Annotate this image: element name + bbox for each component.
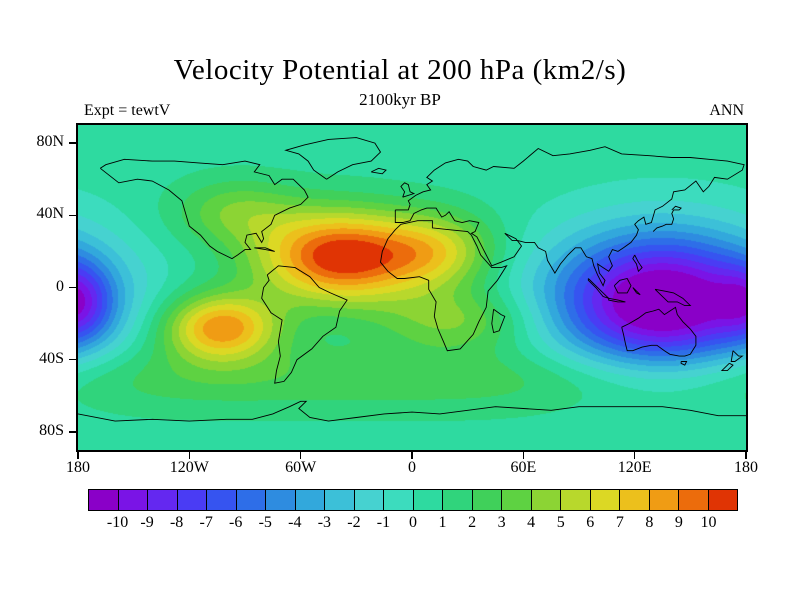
colorbar: [88, 489, 738, 511]
coastline: [380, 220, 508, 352]
coastline: [371, 167, 387, 175]
colorbar-cell: [590, 490, 620, 510]
coastline: [254, 247, 275, 252]
colorbar-tick-label: -9: [140, 514, 154, 531]
y-tick-label: 80S: [39, 421, 64, 439]
colorbar-tick-label: 4: [527, 514, 536, 531]
colorbar-cell: [89, 490, 119, 510]
colorbar-cell: [207, 490, 237, 510]
coastline: [100, 158, 309, 260]
chart-title: Velocity Potential at 200 hPa (km2/s): [173, 54, 627, 86]
coastline: [632, 287, 641, 296]
x-tick-mark: [411, 452, 413, 459]
coastline: [680, 361, 688, 366]
x-tick-label: 180: [66, 459, 90, 476]
season-label: ANN: [709, 102, 744, 119]
y-tick-label: 40S: [39, 349, 64, 367]
coastline: [261, 265, 348, 384]
colorbar-cell: [679, 490, 709, 510]
colorbar-tick-label: 1: [438, 514, 447, 531]
coastline: [608, 297, 626, 303]
colorbar-cell: [148, 490, 178, 510]
contour-fill-canvas: [78, 125, 746, 450]
colorbar-tick-label: 10: [700, 514, 717, 531]
x-tick-label: 0: [408, 459, 416, 476]
colorbar-cell: [325, 490, 355, 510]
y-tick-mark: [69, 358, 76, 361]
colorbar-cell: [502, 490, 532, 510]
colorbar-tick-label: -3: [317, 514, 332, 531]
x-tick-mark: [188, 452, 191, 459]
colorbar-tick-label: 8: [645, 514, 654, 531]
coastline: [730, 350, 744, 362]
y-tick-mark: [69, 142, 76, 144]
colorbar-cell: [118, 490, 148, 510]
colorbar-tick-label: -7: [199, 514, 213, 531]
x-tick-label: 180: [734, 459, 758, 476]
colorbar-tick-label: 7: [615, 514, 624, 531]
colorbar-cell: [177, 490, 207, 510]
colorbar-cell: [413, 490, 443, 510]
coastline: [621, 306, 697, 357]
y-tick-label: 40N: [36, 205, 64, 223]
colorbar-cell: [266, 490, 296, 510]
colorbar-tick-label: 0: [409, 514, 417, 531]
colorbar-cell: [620, 490, 650, 510]
colorbar-tick-label: -2: [347, 514, 361, 531]
x-tick-label: 60W: [285, 459, 317, 476]
y-tick-mark: [69, 286, 76, 289]
colorbar-tick-label: -5: [258, 514, 272, 531]
colorbar-cell: [561, 490, 591, 510]
colorbar-tick-label: 2: [468, 514, 477, 531]
coastline: [613, 277, 632, 294]
x-tick-mark: [299, 452, 302, 459]
colorbar-cell: [472, 490, 502, 510]
coastline: [632, 254, 643, 273]
coastline: [720, 362, 734, 372]
x-tick-mark: [745, 452, 747, 459]
colorbar-tick-label: 6: [586, 514, 595, 531]
coastline: [491, 308, 506, 334]
y-tick-label: 0: [56, 277, 64, 295]
colorbar-cell: [236, 490, 266, 510]
coastline: [284, 137, 382, 180]
colorbar-tick-label: 5: [556, 514, 565, 531]
colorbar-tick-label: 3: [497, 514, 506, 531]
colorbar-tick-label: 9: [674, 514, 683, 531]
coastline-overlay: [78, 137, 746, 422]
colorbar-tick-label: -8: [169, 514, 184, 531]
colorbar-tick-label: -4: [288, 514, 302, 531]
x-tick-mark: [522, 452, 525, 459]
colorbar-cell: [384, 490, 414, 510]
y-tick-label: 80N: [36, 133, 64, 151]
colorbar-tick-label: -6: [229, 514, 243, 531]
coastline: [587, 278, 610, 299]
x-tick-mark: [633, 452, 636, 459]
coastline: [78, 400, 746, 422]
x-tick-mark: [77, 452, 79, 459]
x-tick-label: 120W: [169, 459, 209, 476]
experiment-label: Expt = tewtV: [84, 102, 171, 119]
coastline: [394, 146, 745, 287]
colorbar-cell: [443, 490, 473, 510]
colorbar-tick-label: -1: [376, 514, 391, 531]
colorbar-cell: [354, 490, 384, 510]
coastline: [654, 288, 692, 307]
map-plot: [76, 123, 748, 452]
x-tick-label: 60E: [510, 459, 537, 476]
chart-subtitle: 2100kyr BP: [359, 90, 441, 109]
colorbar-cell: [708, 490, 737, 510]
coastline: [400, 182, 416, 198]
colorbar-cell: [649, 490, 679, 510]
y-tick-mark: [69, 214, 76, 217]
colorbar-tick-label: -10: [106, 514, 129, 531]
y-tick-mark: [69, 431, 76, 433]
x-tick-label: 120E: [617, 459, 652, 476]
colorbar-cell: [531, 490, 561, 510]
coastline: [652, 205, 682, 232]
colorbar-cell: [295, 490, 325, 510]
